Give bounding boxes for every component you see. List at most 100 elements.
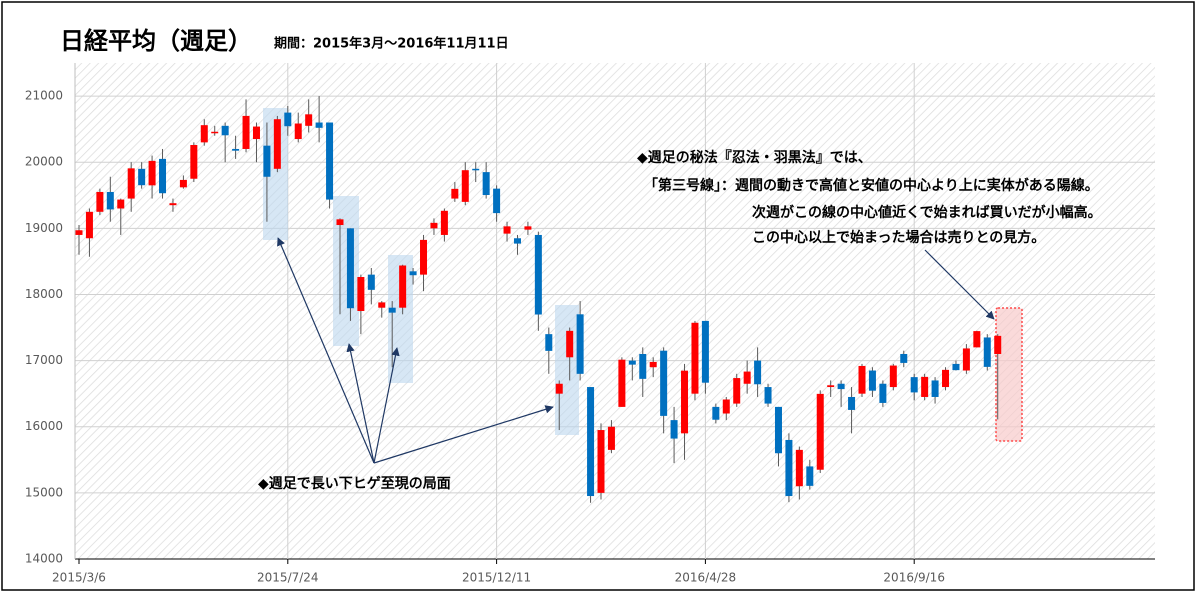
candle-body: [848, 396, 856, 410]
candle-body: [827, 385, 835, 388]
candle-body: [795, 449, 803, 487]
candle-body: [409, 271, 417, 276]
candle-body: [252, 126, 260, 140]
candle-body: [493, 188, 501, 214]
candle-body: [587, 387, 595, 497]
candle-body: [440, 210, 448, 235]
candle-body: [607, 426, 615, 450]
x-tick-label: 2016/9/16: [883, 571, 945, 585]
candle-body: [962, 348, 970, 371]
candle-body: [503, 226, 511, 234]
candle-body: [983, 337, 991, 367]
candle-body: [367, 274, 375, 290]
candle-body: [952, 363, 960, 371]
candle-body: [232, 148, 240, 151]
candle-body: [211, 131, 219, 134]
candle-body: [315, 122, 323, 128]
candle-body: [85, 211, 93, 239]
y-tick-label: 15000: [25, 485, 63, 499]
candle-body: [670, 420, 678, 439]
candle-body: [524, 226, 532, 230]
x-tick-label: 2015/12/11: [462, 571, 531, 585]
candle-body: [169, 203, 177, 206]
candle-body: [910, 377, 918, 393]
arrows: [277, 237, 995, 464]
candle-body: [722, 399, 730, 414]
candle-body: [117, 199, 125, 209]
candle-body: [806, 466, 814, 486]
candle-body: [148, 160, 156, 186]
candle-body: [618, 359, 626, 407]
annotation: この中心以上で始まった場合は売りとの見方。: [752, 229, 1045, 246]
candle-body: [545, 334, 553, 351]
candle-body: [774, 406, 782, 454]
candle-body: [420, 239, 428, 275]
y-tick-label: 20000: [25, 155, 63, 169]
y-tick-label: 14000: [25, 552, 63, 566]
annotation: 次週がこの線の中心値近くで始まれば買いだが小幅高。: [752, 204, 1102, 221]
candle-body: [273, 119, 281, 169]
y-tick-label: 21000: [25, 89, 63, 103]
x-tick-label: 2016/4/28: [675, 571, 737, 585]
candle-body: [973, 331, 981, 348]
candle-body: [754, 360, 762, 385]
candle-body: [764, 387, 772, 404]
candle-body: [879, 383, 887, 403]
candle-body: [691, 322, 699, 394]
y-tick-label: 18000: [25, 287, 63, 301]
candle-body: [336, 219, 344, 226]
candle-body: [785, 439, 793, 497]
plot-area: [75, 63, 1155, 559]
candle-body: [127, 168, 135, 199]
candle-body: [858, 365, 866, 394]
candle-body: [889, 365, 897, 388]
candle-body: [900, 353, 908, 363]
candle-body: [868, 370, 876, 391]
candle-body: [921, 376, 929, 397]
y-tick-label: 17000: [25, 353, 63, 367]
candle-body: [701, 320, 709, 383]
candle-body: [513, 238, 521, 244]
candle-body: [75, 230, 83, 235]
annotation: ◆週足の秘法『忍法・羽黒法』では、: [637, 149, 872, 166]
y-tick-label: 19000: [25, 221, 63, 235]
candle-body: [566, 330, 574, 358]
candle-body: [263, 145, 271, 177]
x-tick-label: 2015/7/24: [257, 571, 319, 585]
candle-body: [639, 353, 647, 379]
candle-body: [472, 168, 480, 171]
candle-body: [555, 383, 563, 394]
candle-body: [743, 371, 751, 384]
candle-body: [576, 314, 584, 374]
candle-body: [681, 370, 689, 434]
candle-body: [534, 234, 542, 315]
candle-body: [733, 378, 741, 404]
chart-title: 日経平均（週足）: [60, 27, 252, 55]
candle-body: [388, 307, 396, 313]
candle-body: [451, 188, 459, 199]
candle-body: [294, 123, 302, 140]
candle-body: [378, 302, 386, 308]
candle-body: [326, 122, 334, 200]
candle-body: [106, 191, 114, 210]
candle-body: [660, 350, 668, 416]
annotation: 「第三号線」：週間の動きで高値と安値の中心より上に実体がある陽線。: [644, 177, 1099, 194]
candle-body: [994, 335, 1002, 354]
y-tick-label: 16000: [25, 419, 63, 433]
candle-body: [712, 406, 720, 420]
annotation: ◆週足で長い下ヒゲ至現の局面: [258, 475, 451, 492]
candle-body: [242, 115, 250, 149]
candle-body: [399, 265, 407, 308]
candle-body: [942, 369, 950, 388]
candle-body: [346, 228, 354, 309]
candle-body: [649, 361, 657, 368]
subtitle: 期間：2015年3月～2016年11月11日: [274, 36, 509, 52]
candle-body: [430, 222, 438, 229]
candle-body: [628, 360, 636, 365]
candle-body: [305, 114, 313, 126]
candle-body: [190, 145, 198, 179]
candle-body: [357, 277, 365, 311]
candle-body: [200, 125, 208, 143]
